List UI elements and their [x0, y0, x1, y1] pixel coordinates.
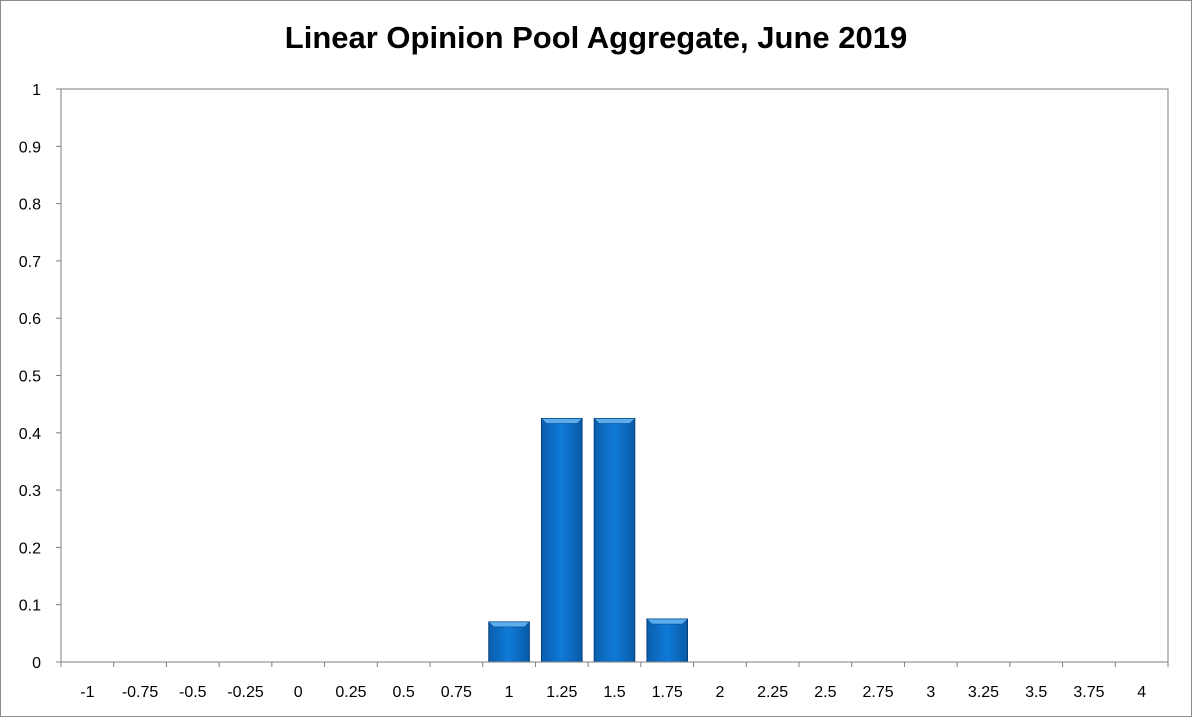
- y-tick-label: 0: [32, 655, 41, 672]
- x-tick-label: 0.25: [335, 684, 366, 701]
- x-tick-label: 1.75: [652, 684, 683, 701]
- x-tick-label: -0.5: [179, 684, 207, 701]
- bar: [646, 618, 689, 663]
- y-tick-label: 0.4: [19, 426, 41, 443]
- x-tick-label: 3.25: [968, 684, 999, 701]
- bar-bevel: [646, 618, 689, 625]
- bars-group: [488, 417, 689, 663]
- x-tick-label: -0.25: [227, 684, 264, 701]
- bar-bevel: [488, 621, 530, 628]
- x-tick-label: 2.25: [757, 684, 788, 701]
- x-tick-label: -0.75: [122, 684, 159, 701]
- x-tick-label: 0: [294, 684, 303, 701]
- chart-title: Linear Opinion Pool Aggregate, June 2019: [284, 20, 908, 55]
- bar-bevel: [593, 418, 636, 424]
- y-tick-label: 0.9: [19, 139, 41, 156]
- y-tick-label: 0.2: [19, 540, 41, 557]
- y-tick-label: 1: [32, 82, 41, 99]
- x-tick-label: 2: [715, 684, 724, 701]
- bar: [488, 621, 530, 663]
- x-tick-label: 0.5: [393, 684, 415, 701]
- y-tick-label: 0.1: [19, 598, 41, 615]
- bar-bevel: [540, 418, 583, 424]
- bar: [540, 417, 583, 663]
- x-tick-label: -1: [80, 684, 94, 701]
- x-tick-label: 2.75: [863, 684, 894, 701]
- y-tick-label: 0.8: [19, 197, 41, 214]
- x-tick-label: 3: [926, 684, 935, 701]
- y-tick-label: 0.7: [19, 254, 41, 271]
- y-tick-label: 0.3: [19, 483, 41, 500]
- bar-body: [540, 417, 583, 663]
- bar-body: [646, 618, 689, 663]
- x-tick-label: 1.5: [603, 684, 625, 701]
- y-tick-label: 0.6: [19, 311, 41, 328]
- bar: [593, 417, 636, 663]
- x-tick-label: 1.25: [546, 684, 577, 701]
- x-tick-label: 1: [505, 684, 514, 701]
- bar-body: [488, 621, 530, 663]
- x-tick-label: 3.75: [1073, 684, 1104, 701]
- y-axis: 0 0.1 0.2 0.3 0.4 0.5 0.6 0.7 0.8 0.9 1: [19, 82, 61, 672]
- bar-body: [593, 417, 636, 663]
- x-tick-label: 2.5: [814, 684, 836, 701]
- y-tick-label: 0.5: [19, 369, 41, 386]
- x-tick-label: 4: [1137, 684, 1146, 701]
- x-tick-label: 0.75: [441, 684, 472, 701]
- x-axis: -1 -0.75 -0.5 -0.25 0 0.25 0.5 0.75 1 1.25 1.5 1.75…: [60, 661, 1169, 701]
- x-tick-label: 3.5: [1025, 684, 1047, 701]
